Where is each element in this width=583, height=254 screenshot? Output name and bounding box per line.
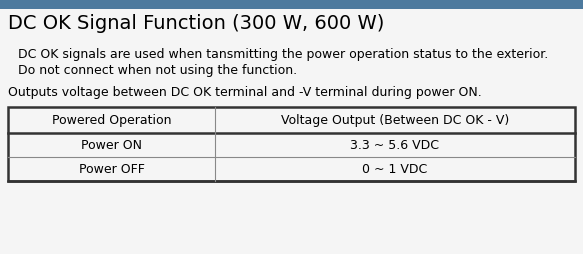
Text: DC OK signals are used when tansmitting the power operation status to the exteri: DC OK signals are used when tansmitting … [18, 48, 548, 61]
Text: 3.3 ~ 5.6 VDC: 3.3 ~ 5.6 VDC [350, 139, 440, 152]
Bar [0, 0, 583, 10]
Text: Outputs voltage between DC OK terminal and -V terminal during power ON.: Outputs voltage between DC OK terminal a… [8, 86, 482, 99]
Text: Do not connect when not using the function.: Do not connect when not using the functi… [18, 64, 297, 77]
Text: Powered Operation: Powered Operation [52, 114, 171, 127]
Bar [8, 108, 575, 181]
Text: Power ON: Power ON [81, 139, 142, 152]
Text: Voltage Output (Between DC OK - V): Voltage Output (Between DC OK - V) [281, 114, 509, 127]
Text: Power OFF: Power OFF [79, 163, 145, 176]
Text: DC OK Signal Function (300 W, 600 W): DC OK Signal Function (300 W, 600 W) [8, 14, 384, 33]
Text: 0 ~ 1 VDC: 0 ~ 1 VDC [363, 163, 427, 176]
